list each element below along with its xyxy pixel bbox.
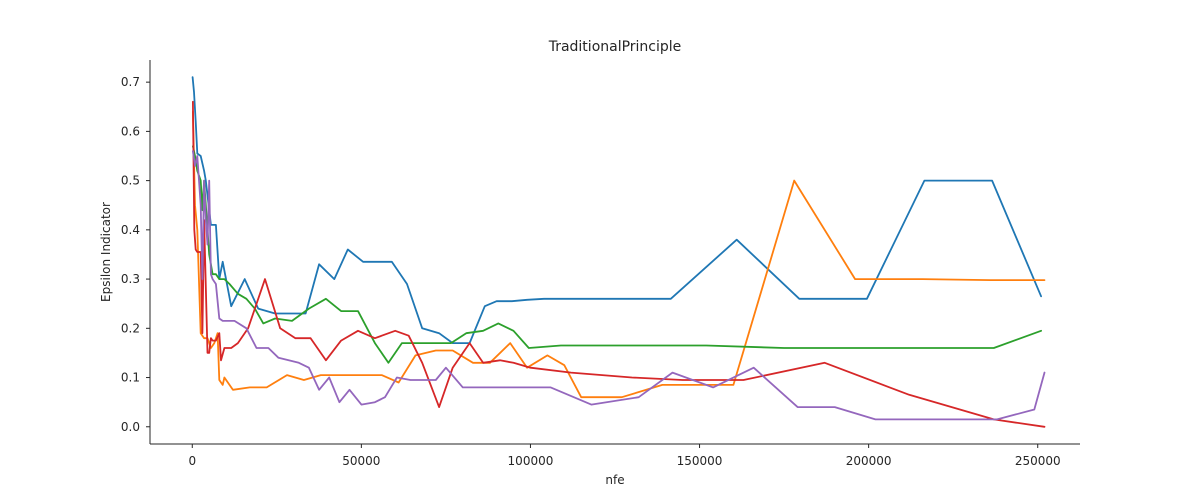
x-ticks: 0 50000 100000 150000 200000 250000 [188, 444, 1061, 468]
y-tick-label: 0.7 [121, 75, 140, 89]
x-tick-label: 150000 [677, 454, 723, 468]
series-layer [191, 76, 1046, 428]
y-ticks: 0.0 0.1 0.2 0.3 0.4 0.5 0.6 0.7 [121, 75, 150, 434]
series-line-2 [191, 110, 1046, 399]
y-axis-label: Epsilon Indicator [99, 202, 113, 302]
y-tick-label: 0.3 [121, 272, 140, 286]
y-tick-label: 0.5 [121, 174, 140, 188]
series-line-3 [191, 145, 1042, 364]
y-tick-label: 0.1 [121, 371, 140, 385]
plot-area: 0 50000 100000 150000 200000 250000 0.0 0.1 0.2… [121, 60, 1080, 468]
y-tick-label: 0.6 [121, 124, 140, 138]
chart-title: TraditionalPrinciple [548, 39, 682, 55]
x-tick-label: 0 [188, 454, 196, 468]
x-tick-label: 100000 [508, 454, 554, 468]
series-line-4 [191, 100, 1046, 428]
x-tick-label: 250000 [1015, 454, 1061, 468]
series-line-5 [191, 150, 1046, 421]
x-axis-label: nfe [605, 473, 624, 487]
y-tick-label: 0.0 [121, 420, 140, 434]
y-tick-label: 0.2 [121, 321, 140, 335]
x-tick-label: 50000 [342, 454, 380, 468]
y-tick-label: 0.4 [121, 223, 140, 237]
x-tick-label: 200000 [846, 454, 892, 468]
